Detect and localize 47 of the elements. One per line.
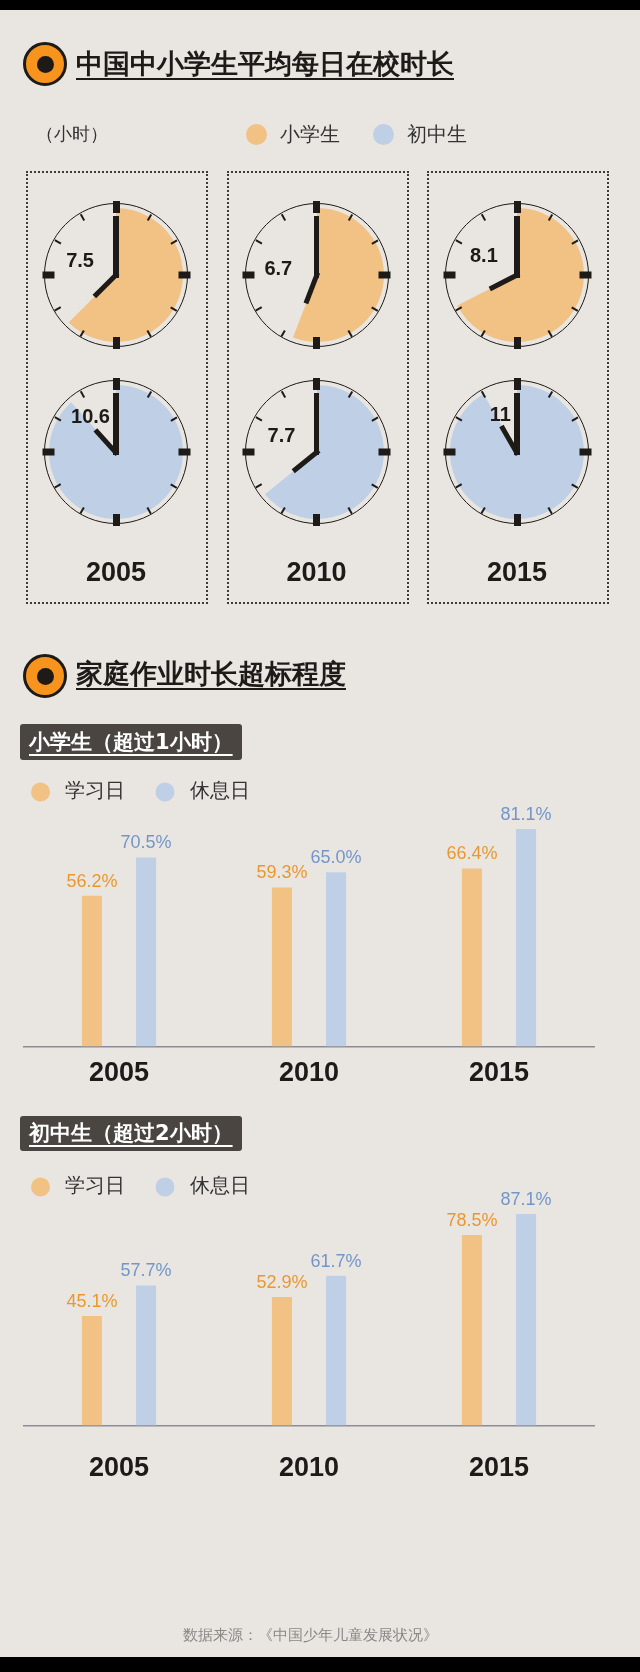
data-label: 6.7 bbox=[264, 256, 293, 279]
data-label: 56.2% bbox=[66, 870, 118, 891]
x-tick-label: 2010 bbox=[278, 1452, 340, 1483]
data-label: 66.4% bbox=[446, 843, 498, 864]
bar bbox=[271, 1297, 292, 1426]
data-label: 59.3% bbox=[256, 862, 308, 883]
category-label: 2005 bbox=[84, 556, 148, 589]
chart-title: 家庭作业时长超标程度 bbox=[76, 657, 346, 691]
x-tick-label: 2010 bbox=[278, 1057, 340, 1088]
chart-subtitle: 初中生（超过2小时） bbox=[20, 1116, 242, 1151]
category-label: 2015 bbox=[485, 556, 549, 589]
data-label: 52.9% bbox=[256, 1272, 308, 1293]
bar bbox=[516, 829, 537, 1047]
data-label: 87.1% bbox=[500, 1189, 552, 1209]
x-tick-label: 2005 bbox=[88, 1057, 150, 1088]
bar bbox=[271, 887, 292, 1047]
bar bbox=[136, 857, 157, 1047]
bar bbox=[516, 1214, 537, 1426]
bar bbox=[136, 1285, 157, 1426]
bar bbox=[461, 868, 482, 1047]
data-label: 57.7% bbox=[120, 1260, 172, 1281]
legend-label: 小学生 bbox=[280, 122, 340, 146]
category-label: 2010 bbox=[285, 556, 348, 589]
data-label: 45.1% bbox=[66, 1291, 118, 1312]
data-label: 81.1% bbox=[500, 804, 552, 824]
legend-label: 初中生 bbox=[407, 122, 467, 146]
bar bbox=[81, 895, 102, 1047]
data-label: 7.7 bbox=[267, 424, 296, 447]
text: 中国中小学生平均每日在校时长 bbox=[76, 47, 454, 81]
bar bbox=[461, 1234, 482, 1426]
legend-label: 学习日 bbox=[65, 1173, 125, 1198]
data-label: 78.5% bbox=[446, 1209, 498, 1230]
data-label: 70.5% bbox=[120, 832, 172, 853]
x-tick-label: 2005 bbox=[88, 1452, 150, 1483]
legend-label: 休息日 bbox=[189, 778, 250, 803]
bar bbox=[326, 1275, 347, 1426]
chart-subtitle: 小学生（超过1小时） bbox=[20, 724, 242, 760]
legend-label: 休息日 bbox=[189, 1173, 250, 1198]
bar bbox=[326, 872, 347, 1047]
bar bbox=[81, 1316, 102, 1426]
source-note: 数据来源：《中国少年儿童发展状况》 bbox=[181, 1625, 439, 1645]
legend-label: 学习日 bbox=[65, 778, 125, 803]
data-label: 65.0% bbox=[310, 847, 362, 868]
x-tick-label: 2015 bbox=[468, 1452, 530, 1483]
text: （小时） bbox=[36, 122, 108, 146]
x-tick-label: 2015 bbox=[468, 1057, 530, 1088]
data-label: 61.7% bbox=[310, 1250, 362, 1271]
